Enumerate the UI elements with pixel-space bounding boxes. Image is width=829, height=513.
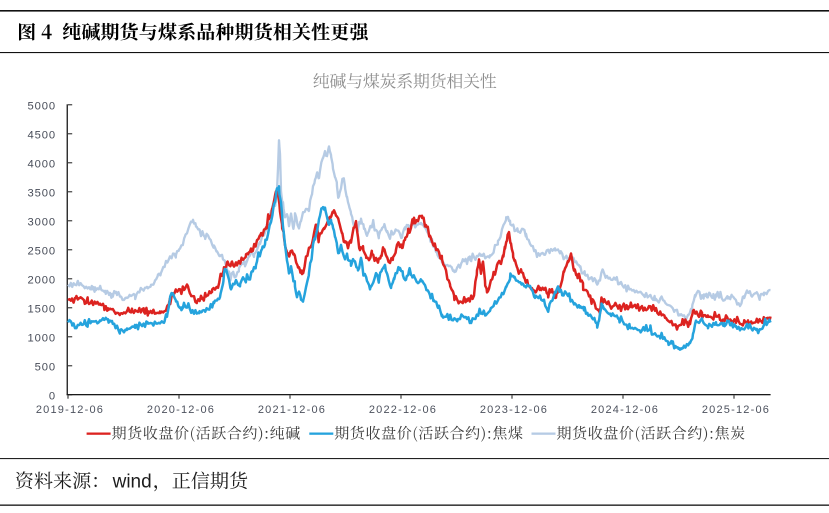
svg-text:1000: 1000 bbox=[28, 332, 57, 344]
svg-text:2022-12-06: 2022-12-06 bbox=[369, 404, 437, 416]
svg-text:0: 0 bbox=[49, 390, 56, 402]
svg-text:2021-12-06: 2021-12-06 bbox=[258, 404, 326, 416]
svg-text:2019-12-06: 2019-12-06 bbox=[36, 404, 104, 416]
svg-text:2500: 2500 bbox=[28, 245, 57, 257]
svg-text:2024-12-06: 2024-12-06 bbox=[591, 404, 659, 416]
svg-text:1500: 1500 bbox=[28, 303, 57, 315]
svg-text:2020-12-06: 2020-12-06 bbox=[147, 404, 215, 416]
svg-text:2025-12-06: 2025-12-06 bbox=[702, 404, 770, 416]
svg-text:5000: 5000 bbox=[28, 100, 57, 112]
svg-text:2000: 2000 bbox=[28, 274, 57, 286]
svg-text:2023-12-06: 2023-12-06 bbox=[480, 404, 548, 416]
svg-text:4000: 4000 bbox=[28, 158, 57, 170]
svg-text:wind: wind bbox=[112, 472, 152, 493]
svg-text:4500: 4500 bbox=[28, 129, 57, 141]
svg-text:3000: 3000 bbox=[28, 216, 57, 228]
svg-text:500: 500 bbox=[35, 361, 56, 373]
svg-text:3500: 3500 bbox=[28, 187, 57, 199]
